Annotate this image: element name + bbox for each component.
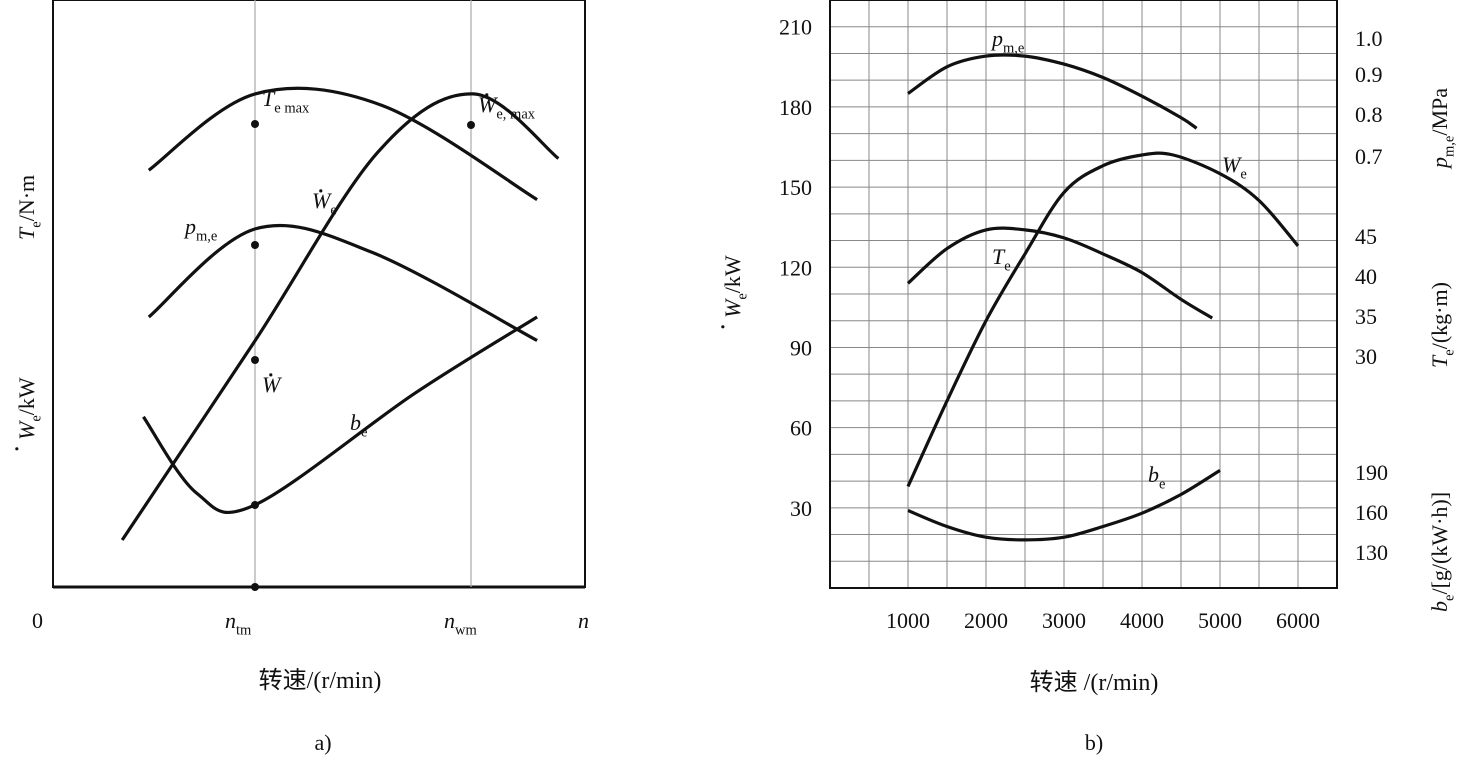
label-te-max: Te max [262, 86, 310, 117]
overdot-mark [485, 93, 489, 97]
x-tick: 4000 [1120, 608, 1164, 633]
caption-a: a) [314, 730, 331, 755]
curve-we [120, 92, 560, 541]
marker-dot [251, 241, 259, 249]
y-right-tick: 35 [1355, 304, 1377, 329]
x-tick: 3000 [1042, 608, 1086, 633]
panel-a-frame [52, 0, 586, 588]
panel-a: Te max We, max We pm,e Wbe 0 ntm nwm n 转速/(r/min)… [14, 0, 589, 755]
label-b-pme: pm,e [990, 26, 1024, 57]
curve-b-we [906, 151, 1300, 488]
y-left-tick: 120 [779, 255, 812, 280]
curve-be [142, 315, 538, 515]
overdot-mark [269, 373, 273, 377]
label-be: be [350, 410, 367, 441]
panel-b: 30 60 90 120 150 180 210 1000 2000 3000 4000 5000 60… [720, 0, 1458, 755]
y-left-label-b: We/kW [720, 255, 751, 318]
y-left-tick: 180 [779, 95, 812, 120]
overdot-mark [319, 189, 323, 193]
overdot-mark [721, 325, 725, 329]
y-right-tick: 160 [1355, 500, 1388, 525]
x-tick: 2000 [964, 608, 1008, 633]
marker-dot [251, 583, 259, 591]
tick-ntm: ntm [225, 608, 252, 639]
y-left-tick: 150 [779, 175, 812, 200]
x-axis-title-b: 转速 /(r/min) [1030, 669, 1159, 696]
x-origin-label: 0 [32, 608, 43, 633]
y-right-tick: 30 [1355, 344, 1377, 369]
y-right-label-pme: pm,e/MPa [1427, 88, 1458, 170]
curve-b-be [907, 469, 1221, 542]
curve-b-te [906, 226, 1214, 320]
x-axis-end-n: n [578, 608, 589, 633]
y-right-label-te: Te/(kg·m) [1427, 282, 1458, 368]
x-axis-title-a: 转速/(r/min) [259, 667, 382, 694]
y-right-tick: 45 [1355, 224, 1377, 249]
label-we: We [312, 188, 337, 219]
overdot-mark [15, 447, 19, 451]
curve-b-pme [907, 53, 1198, 130]
y-right-tick: 130 [1355, 540, 1388, 565]
label-b-we: We [1222, 152, 1247, 183]
y-left-tick: 30 [790, 496, 812, 521]
y-right-tick: 0.7 [1355, 144, 1383, 169]
y-right-label-be: be/[g/(kW·h)] [1427, 492, 1458, 612]
label-b-be: be [1148, 462, 1165, 493]
label-b-te: Te [992, 244, 1011, 275]
label-pme: pm,e [183, 214, 217, 245]
y-label-te: Te/N·m [14, 175, 45, 240]
x-tick: 1000 [886, 608, 930, 633]
label-w: W [262, 372, 282, 397]
y-left-tick: 90 [790, 335, 812, 360]
marker-dot [251, 356, 259, 364]
curve-pme [147, 223, 538, 342]
label-we-max: We, max [478, 92, 536, 123]
x-tick: 6000 [1276, 608, 1320, 633]
panel-b-frame [829, 0, 1338, 589]
y-left-tick: 210 [779, 15, 812, 40]
y-right-tick: 40 [1355, 264, 1377, 289]
curve-te [147, 86, 538, 201]
marker-dot [251, 501, 259, 509]
y-right-tick: 1.0 [1355, 26, 1383, 51]
y-label-we: We/kW [14, 377, 45, 440]
marker-dot [251, 120, 259, 128]
caption-b: b) [1085, 730, 1103, 755]
x-tick: 5000 [1198, 608, 1242, 633]
marker-dot [467, 121, 475, 129]
y-right-tick: 190 [1355, 460, 1388, 485]
tick-nwm: nwm [444, 608, 477, 639]
y-right-tick: 0.8 [1355, 102, 1383, 127]
y-left-tick: 60 [790, 416, 812, 441]
y-right-tick: 0.9 [1355, 62, 1383, 87]
